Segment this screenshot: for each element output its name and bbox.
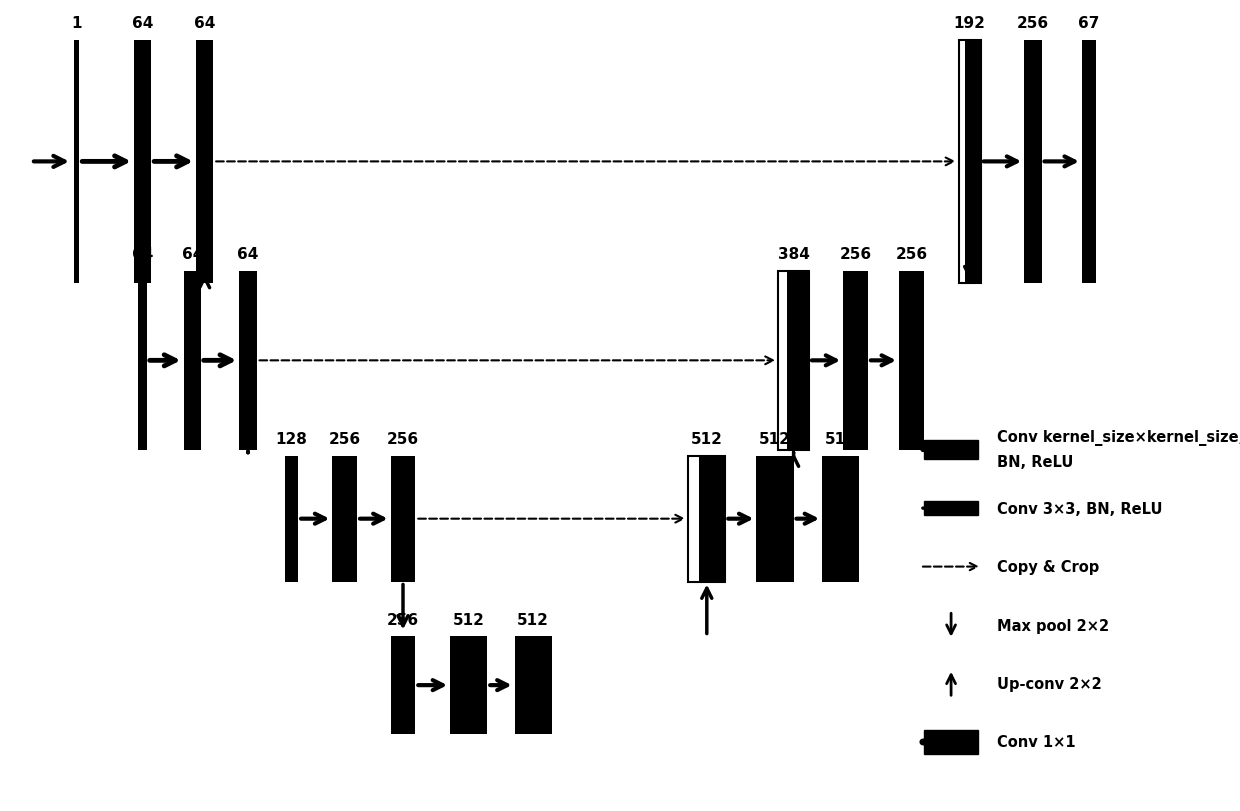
Bar — [924, 440, 978, 460]
Bar — [391, 456, 415, 582]
Text: 256: 256 — [387, 431, 419, 446]
Text: 64: 64 — [193, 16, 216, 31]
Text: 384: 384 — [777, 247, 810, 262]
Bar — [332, 456, 357, 582]
Text: 64: 64 — [181, 247, 203, 262]
Bar — [843, 272, 868, 450]
Bar — [450, 637, 487, 734]
Text: BN, ReLU: BN, ReLU — [997, 455, 1074, 470]
Bar — [239, 272, 257, 450]
Bar — [1081, 41, 1096, 284]
Bar — [822, 456, 859, 582]
Bar — [959, 41, 981, 284]
Bar — [924, 730, 978, 754]
Text: Conv 1×1: Conv 1×1 — [997, 735, 1075, 749]
Text: Conv 3×3, BN, ReLU: Conv 3×3, BN, ReLU — [997, 501, 1162, 516]
Text: 256: 256 — [895, 247, 928, 262]
Text: 64: 64 — [131, 247, 154, 262]
Bar — [756, 456, 794, 582]
Bar — [134, 41, 151, 284]
Bar — [688, 456, 725, 582]
Text: 512: 512 — [759, 431, 791, 446]
Bar — [959, 41, 965, 284]
Bar — [1024, 41, 1042, 284]
Bar — [138, 272, 146, 450]
Bar — [196, 41, 213, 284]
Bar — [284, 456, 298, 582]
Text: 1: 1 — [72, 16, 82, 31]
Text: 512: 512 — [825, 431, 857, 446]
Text: 512: 512 — [453, 612, 485, 627]
Bar — [779, 272, 808, 450]
Bar — [515, 637, 552, 734]
Bar — [698, 456, 725, 582]
Text: Copy & Crop: Copy & Crop — [997, 560, 1099, 574]
Text: 128: 128 — [275, 431, 308, 446]
Text: 64: 64 — [131, 16, 154, 31]
Text: 256: 256 — [1017, 16, 1049, 31]
Text: 256: 256 — [839, 247, 872, 262]
Bar — [688, 456, 698, 582]
Bar — [391, 637, 415, 734]
Text: 512: 512 — [517, 612, 549, 627]
Text: 256: 256 — [387, 612, 419, 627]
Text: 192: 192 — [954, 16, 986, 31]
Bar — [779, 272, 786, 450]
Bar — [899, 272, 924, 450]
Bar — [965, 41, 981, 284]
Text: Max pool 2×2: Max pool 2×2 — [997, 618, 1109, 633]
Text: 67: 67 — [1078, 16, 1100, 31]
Text: 256: 256 — [329, 431, 361, 446]
Text: 64: 64 — [237, 247, 259, 262]
Bar — [787, 272, 810, 450]
Text: Conv kernel_size×kernel_size,: Conv kernel_size×kernel_size, — [997, 430, 1240, 446]
Bar — [184, 272, 201, 450]
Text: Up-conv 2×2: Up-conv 2×2 — [997, 676, 1101, 691]
Bar — [74, 41, 79, 284]
Bar — [924, 501, 978, 516]
Text: 512: 512 — [691, 431, 723, 446]
